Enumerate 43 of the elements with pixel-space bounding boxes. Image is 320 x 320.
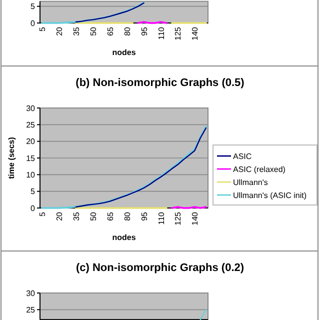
x-tick-label: 20 [54,211,64,221]
y-tick-label: 5 [30,187,36,196]
y-tick-label: 0 [30,18,36,28]
x-tick-label: 110 [156,211,166,225]
chart-title: (b) Non-isomorphic Graphs (0.5) [76,77,245,89]
x-tick-label: 95 [140,211,149,221]
line-series [41,1,145,24]
x-tick-label: 50 [88,26,98,36]
x-tick-label: 110 [156,26,166,40]
x-tick-label: 125 [174,26,183,40]
x-tick-label: 80 [122,26,132,36]
y-tick-label: 20 [26,137,36,146]
x-tick-label: 20 [54,26,64,36]
x-tick-label: 5 [38,26,47,32]
x-tick-label: 5 [38,211,47,216]
x-tick-label: 35 [72,211,81,221]
x-tick-label: 80 [122,211,132,221]
y-tick-label: 30 [26,104,36,113]
x-axis-title: nodes [112,48,136,57]
x-tick-label: 140 [190,211,200,226]
y-tick-label: 0 [30,204,36,213]
legend-label: ASIC (relaxed) [233,164,286,174]
y-tick-label: 10 [26,170,36,180]
x-tick-label: 65 [106,211,115,221]
y-tick-label: 15 [26,154,36,163]
x-axis-title: nodes [112,233,136,242]
y-tick-label: 5 [30,2,36,12]
x-tick-label: 95 [140,26,149,36]
legend-label: Ullmann's [233,178,268,187]
x-tick-label: 125 [174,211,183,226]
y-tick-label: 25 [26,305,36,314]
x-tick-label: 50 [88,211,98,221]
line-series [75,127,207,208]
chart-title: (c) Non-isomorphic Graphs (0.2) [76,262,244,274]
x-tick-label: 35 [72,26,81,36]
legend-label: ASIC [233,152,252,161]
legend-label: Ullmann's (ASIC init) [233,190,307,200]
y-tick-label: 25 [26,120,36,130]
y-tick-label: 30 [26,288,36,298]
x-tick-label: 65 [106,26,115,36]
x-tick-label: 140 [190,26,200,40]
line-series [75,2,144,23]
y-axis-title: time (secs) [7,136,16,179]
